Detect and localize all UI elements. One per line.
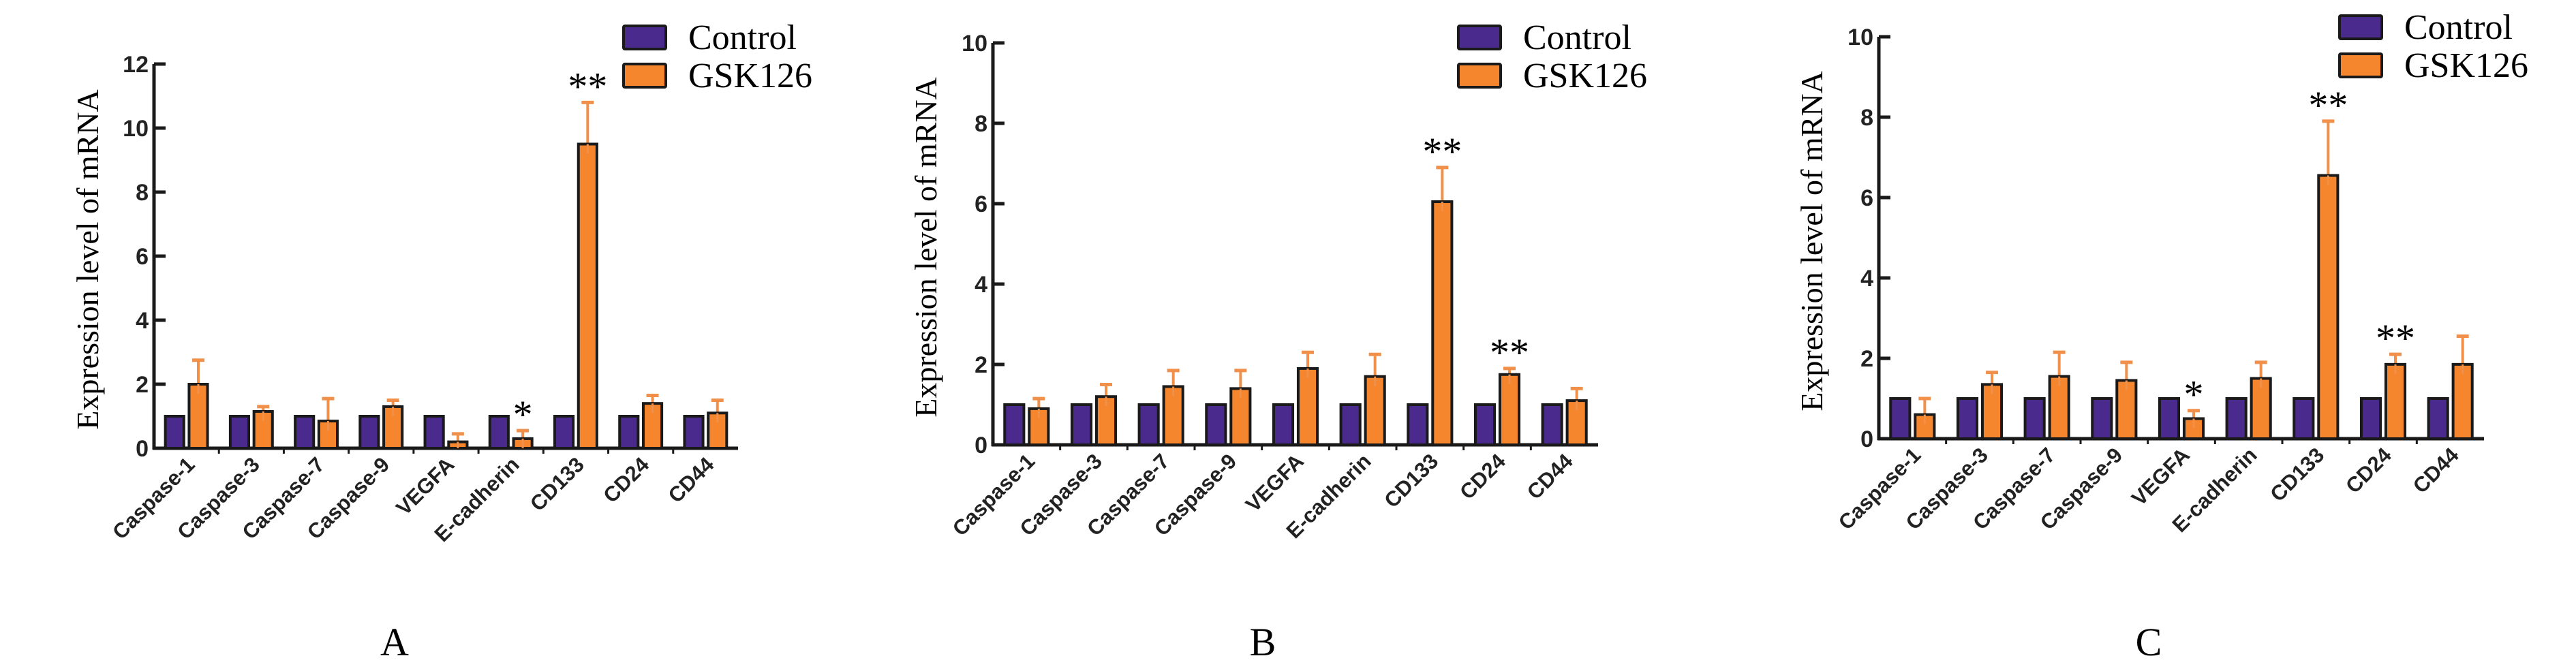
- bar-control: [2158, 397, 2181, 440]
- y-tick-label: 0: [136, 436, 149, 462]
- bar-control: [618, 415, 640, 450]
- y-axis-title: Expression level of mRNA: [1794, 71, 1829, 411]
- y-tick-label: 0: [1860, 426, 1873, 452]
- chart-panel-a: Expression level of mRNA024681012Caspase…: [70, 18, 812, 664]
- bar-gsk126: [187, 383, 209, 450]
- bar-control: [1339, 403, 1362, 446]
- x-category-label: CD24: [598, 452, 654, 508]
- bar-control: [1407, 403, 1429, 446]
- bar-gsk126: [1364, 375, 1386, 447]
- y-tick-label: 10: [1847, 25, 1873, 50]
- y-tick-label: 8: [136, 180, 149, 206]
- bar-control: [488, 415, 510, 450]
- x-category-label: VEGFA: [1241, 449, 1308, 516]
- y-tick-label: 6: [975, 191, 987, 217]
- bar-control: [164, 415, 185, 450]
- bar-control: [294, 415, 316, 450]
- y-tick-label: 8: [1860, 105, 1873, 131]
- legend-swatch-gsk126: [2338, 52, 2383, 78]
- legend-label-control: Control: [688, 18, 797, 57]
- bar-control: [2225, 397, 2248, 440]
- bar-control: [2359, 397, 2382, 440]
- significance-marker: **: [1490, 330, 1529, 375]
- bar-control: [358, 415, 380, 450]
- y-tick-label: 8: [975, 111, 987, 137]
- bar-gsk126: [2384, 362, 2407, 440]
- y-tick-label: 10: [123, 116, 149, 142]
- bar-control: [2427, 397, 2449, 440]
- y-tick-label: 2: [136, 372, 149, 398]
- bar-gsk126: [2115, 379, 2138, 441]
- bar-control: [1889, 397, 1912, 440]
- legend-swatch-control: [622, 25, 667, 50]
- x-category-label: CD44: [1522, 449, 1578, 504]
- legend-swatch-gsk126: [622, 63, 667, 89]
- legend-label-control: Control: [1523, 18, 1631, 57]
- bar-control: [1137, 403, 1160, 446]
- x-category-label: CD133: [2265, 443, 2329, 506]
- bar-control: [2091, 397, 2113, 440]
- x-category-label: CD24: [2341, 443, 2396, 498]
- y-tick-label: 2: [1860, 346, 1873, 372]
- significance-marker: *: [2184, 373, 2204, 417]
- x-category-label: CD24: [1455, 449, 1510, 504]
- y-tick-label: 4: [975, 272, 987, 298]
- bar-control: [2293, 397, 2315, 440]
- significance-marker: **: [2308, 83, 2348, 127]
- legend-label-control: Control: [2404, 8, 2513, 47]
- x-category-label: CD44: [664, 452, 719, 508]
- x-category-label: CD44: [2408, 443, 2464, 498]
- bar-gsk126: [2317, 174, 2340, 440]
- y-axis-title: Expression level of mRNA: [70, 89, 105, 430]
- bar-control: [423, 415, 445, 450]
- y-tick-label: 12: [123, 52, 149, 78]
- bar-gsk126: [1431, 200, 1454, 446]
- significance-marker: **: [568, 64, 607, 108]
- bar-control: [2023, 397, 2046, 440]
- x-category-label: CD133: [1379, 449, 1443, 512]
- y-tick-label: 6: [136, 244, 149, 270]
- legend-swatch-gsk126: [1457, 63, 1502, 89]
- chart-panel-b: Expression level of mRNA0246810Caspase-1…: [908, 18, 1647, 664]
- bar-control: [228, 415, 251, 450]
- y-tick-label: 4: [1860, 266, 1873, 292]
- legend-swatch-control: [2338, 14, 2383, 40]
- legend-swatch-control: [1457, 25, 1502, 50]
- bar-control: [1956, 397, 1979, 440]
- y-tick-label: 2: [975, 352, 987, 378]
- bar-control: [1272, 403, 1295, 446]
- bar-control: [1205, 403, 1227, 446]
- y-axis-title: Expression level of mRNA: [908, 77, 943, 418]
- legend-label-gsk126: GSK126: [688, 57, 812, 95]
- legend-label-gsk126: GSK126: [1523, 57, 1647, 95]
- y-tick-label: 4: [136, 308, 149, 334]
- x-category-label: CD133: [525, 452, 589, 516]
- bar-control: [553, 415, 575, 450]
- bar-gsk126: [1296, 366, 1319, 447]
- y-tick-label: 6: [1860, 185, 1873, 211]
- bar-gsk126: [577, 142, 598, 450]
- significance-marker: **: [2376, 316, 2415, 360]
- chart-panel-c: Expression level of mRNA0246810Caspase-1…: [1794, 8, 2528, 664]
- bar-control: [1541, 403, 1563, 446]
- x-category-label: VEGFA: [2127, 443, 2194, 510]
- bar-control: [683, 415, 705, 450]
- significance-marker: *: [513, 392, 533, 437]
- bar-gsk126: [2451, 362, 2474, 440]
- panel-label: B: [1250, 620, 1276, 664]
- bar-gsk126: [1498, 373, 1521, 446]
- panel-label: A: [380, 620, 409, 664]
- bar-control: [1473, 403, 1497, 446]
- bar-control: [1003, 403, 1026, 446]
- significance-marker: **: [1422, 129, 1462, 174]
- y-tick-label: 10: [962, 31, 987, 57]
- bar-control: [1070, 403, 1093, 446]
- panel-label: C: [2136, 620, 2162, 664]
- y-tick-label: 0: [975, 433, 987, 458]
- legend-label-gsk126: GSK126: [2404, 46, 2528, 85]
